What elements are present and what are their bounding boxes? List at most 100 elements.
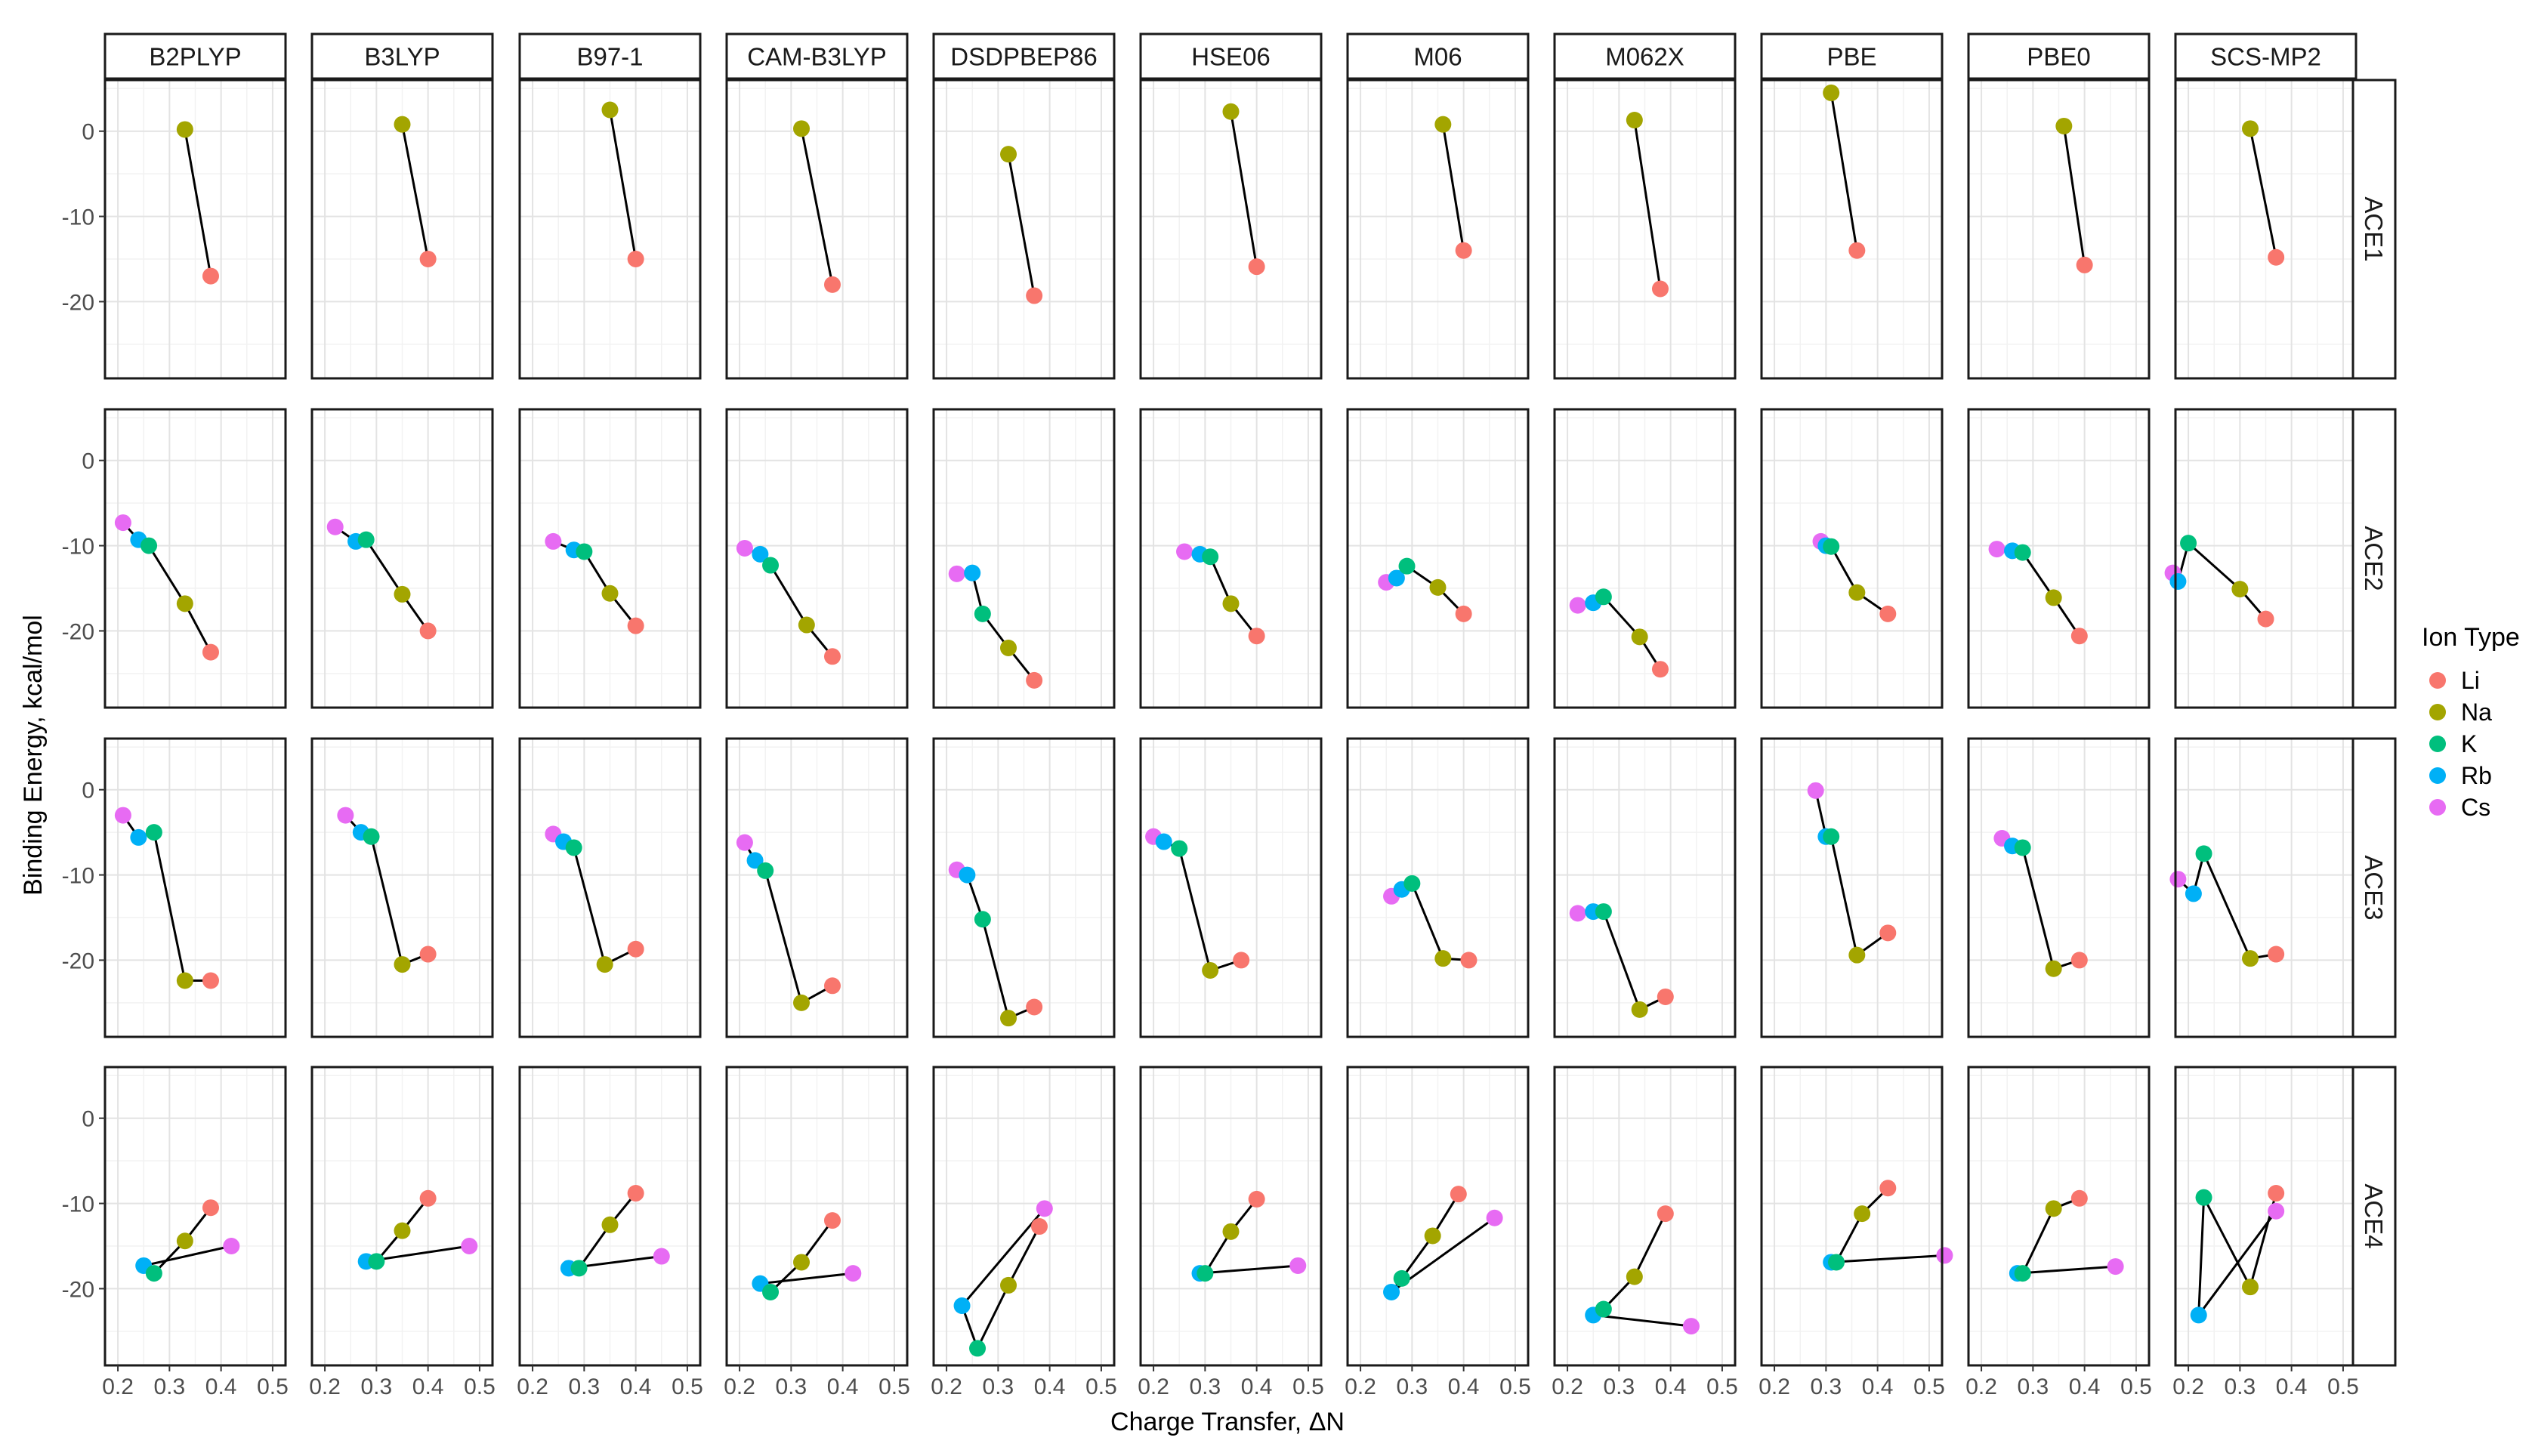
point-li [1455, 242, 1472, 259]
x-tick-label: 0.5 [464, 1374, 496, 1399]
panel-ace3-cam-b3lyp [725, 737, 909, 1038]
series-line [800, 128, 834, 285]
strip-label: B3LYP [364, 43, 440, 71]
legend-key-k [2429, 736, 2446, 752]
point-li [1248, 258, 1265, 276]
point-li [2070, 952, 2088, 969]
strip-label: CAM-B3LYP [747, 43, 887, 71]
panel-border [310, 1066, 494, 1367]
strip-pbe0 [1967, 32, 2151, 80]
point-na [1434, 950, 1452, 967]
panel-border [518, 79, 702, 380]
point-li [202, 267, 219, 285]
x-tick-label: 0.5 [1706, 1374, 1738, 1399]
x-tick-label: 0.3 [982, 1374, 1014, 1399]
strip-label: DSDPBEP86 [950, 43, 1097, 71]
point-li [1651, 661, 1669, 678]
legend-label: K [2461, 730, 2477, 757]
panel-ace2-b2plyp: 0 -10 -20 [62, 408, 287, 709]
x-tick-label: 0.4 [620, 1374, 652, 1399]
point-li [2268, 945, 2285, 963]
x-tick-label: 0.2 [724, 1374, 755, 1399]
point-na [1000, 1276, 1017, 1294]
point-li [202, 643, 219, 661]
point-li [823, 648, 841, 665]
panel-ace4-b2plyp: 0 -10 -20 0.2 0.3 0.4 0.5 [62, 1066, 289, 1399]
point-li [1026, 287, 1043, 304]
x-tick-label: 0.5 [1499, 1374, 1531, 1399]
point-k [762, 1283, 780, 1300]
point-cs [1486, 1209, 1503, 1226]
point-li [2076, 256, 2093, 273]
x-tick-label: 0.3 [1396, 1374, 1428, 1399]
panel-border [725, 408, 909, 709]
panel-border [932, 737, 1116, 1038]
x-tick-label: 0.2 [309, 1374, 341, 1399]
point-na [1000, 640, 1017, 656]
point-k [2014, 839, 2031, 856]
point-na [1631, 1001, 1648, 1018]
panel-border [103, 408, 287, 709]
point-li [419, 945, 437, 963]
panel-border [1553, 1066, 1737, 1367]
series-line [1441, 124, 1465, 251]
panel-border [1553, 737, 1737, 1038]
x-tick-label: 0.5 [1085, 1374, 1117, 1399]
point-li [1026, 998, 1043, 1016]
point-na [1202, 961, 1219, 979]
point-rb [1388, 569, 1405, 587]
panel-ace3-scs-mp2 [2169, 737, 2358, 1038]
point-na [793, 120, 811, 137]
strip-pbe [1760, 32, 1944, 80]
point-k [974, 605, 991, 622]
panel-ace2-b3lyp [310, 408, 494, 709]
x-tick-label: 0.5 [672, 1374, 703, 1399]
point-k [1595, 903, 1612, 921]
panel-ace1-scs-mp2 [2174, 79, 2358, 380]
point-na [176, 595, 193, 612]
panel-border [1967, 737, 2151, 1038]
series-line [184, 129, 212, 276]
point-li [2257, 610, 2274, 628]
point-k [357, 531, 375, 548]
panel-ace1-b97-1 [518, 79, 702, 380]
strip-label: ACE1 [2360, 196, 2388, 261]
legend-label: Rb [2461, 762, 2492, 789]
x-tick-label: 0.4 [2276, 1374, 2308, 1399]
legend-key-li [2429, 672, 2446, 689]
point-na [2242, 950, 2259, 967]
point-k [2014, 1265, 2031, 1282]
point-k [363, 828, 380, 845]
point-li [1026, 671, 1043, 689]
x-tick-label: 0.3 [1810, 1374, 1842, 1399]
panel-ace1-hse06 [1139, 79, 1323, 380]
point-na [1434, 116, 1452, 133]
point-li [1879, 1180, 1897, 1197]
strip-scs-mp2 [2174, 32, 2358, 80]
x-tick-label: 0.5 [1913, 1374, 1945, 1399]
point-cs [545, 532, 562, 550]
point-li [627, 617, 644, 634]
point-na [798, 616, 815, 634]
x-tick-label: 0.4 [1034, 1374, 1066, 1399]
point-k [1595, 1300, 1612, 1318]
point-na [2045, 960, 2062, 977]
panel-border [1760, 408, 1944, 709]
panel-border [1346, 737, 1530, 1038]
point-cs [326, 518, 344, 535]
point-na [1848, 946, 1866, 964]
strip-label: B97-1 [576, 43, 643, 71]
x-tick-label: 0.2 [517, 1374, 548, 1399]
point-na [1222, 103, 1240, 120]
panel-border [1760, 737, 1944, 1038]
strip-b2plyp [103, 32, 287, 80]
point-k [1197, 1265, 1214, 1282]
x-tick-label: 0.5 [878, 1374, 910, 1399]
point-na [2045, 589, 2062, 606]
point-k [762, 557, 780, 574]
panel-ace3-m062x [1553, 737, 1737, 1038]
panel-ace2-cam-b3lyp [725, 408, 909, 709]
x-tick-label: 0.2 [1759, 1374, 1790, 1399]
series-line [1230, 111, 1258, 267]
panel-ace2-pbe [1760, 408, 1944, 709]
